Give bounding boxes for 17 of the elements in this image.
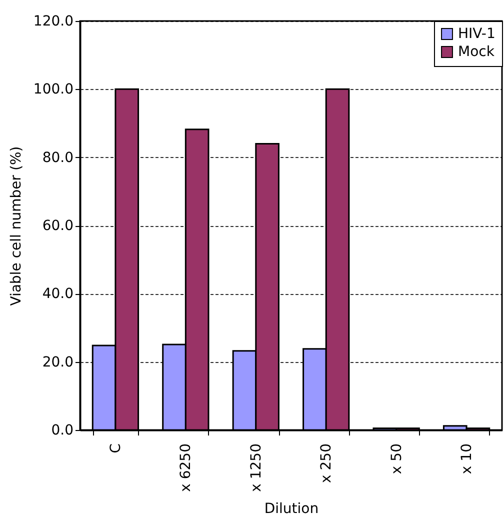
y-tick-label: 60.0 <box>42 218 74 234</box>
x-tick-label: x 250 <box>318 444 335 483</box>
x-tick-label: x 10 <box>459 444 476 474</box>
legend-label: HIV-1 <box>458 26 496 42</box>
y-axis-title: Viable cell number (%) <box>8 146 24 306</box>
x-tick-label: C <box>108 443 124 454</box>
legend-label: Mock <box>458 44 496 60</box>
x-axis-title: Dilution <box>264 500 319 517</box>
y-tick-label: 120.0 <box>33 14 74 30</box>
y-tick-label: 100.0 <box>33 82 74 98</box>
y-tick-label: 20.0 <box>42 354 74 370</box>
y-tick-label: 40.0 <box>42 286 74 302</box>
x-tick-label: x 6250 <box>178 444 194 492</box>
y-tick-label: 80.0 <box>42 150 74 166</box>
x-tick-label: x 50 <box>388 444 405 474</box>
x-tick-label: x 1250 <box>248 444 264 492</box>
y-tick-label: 0.0 <box>51 422 74 438</box>
